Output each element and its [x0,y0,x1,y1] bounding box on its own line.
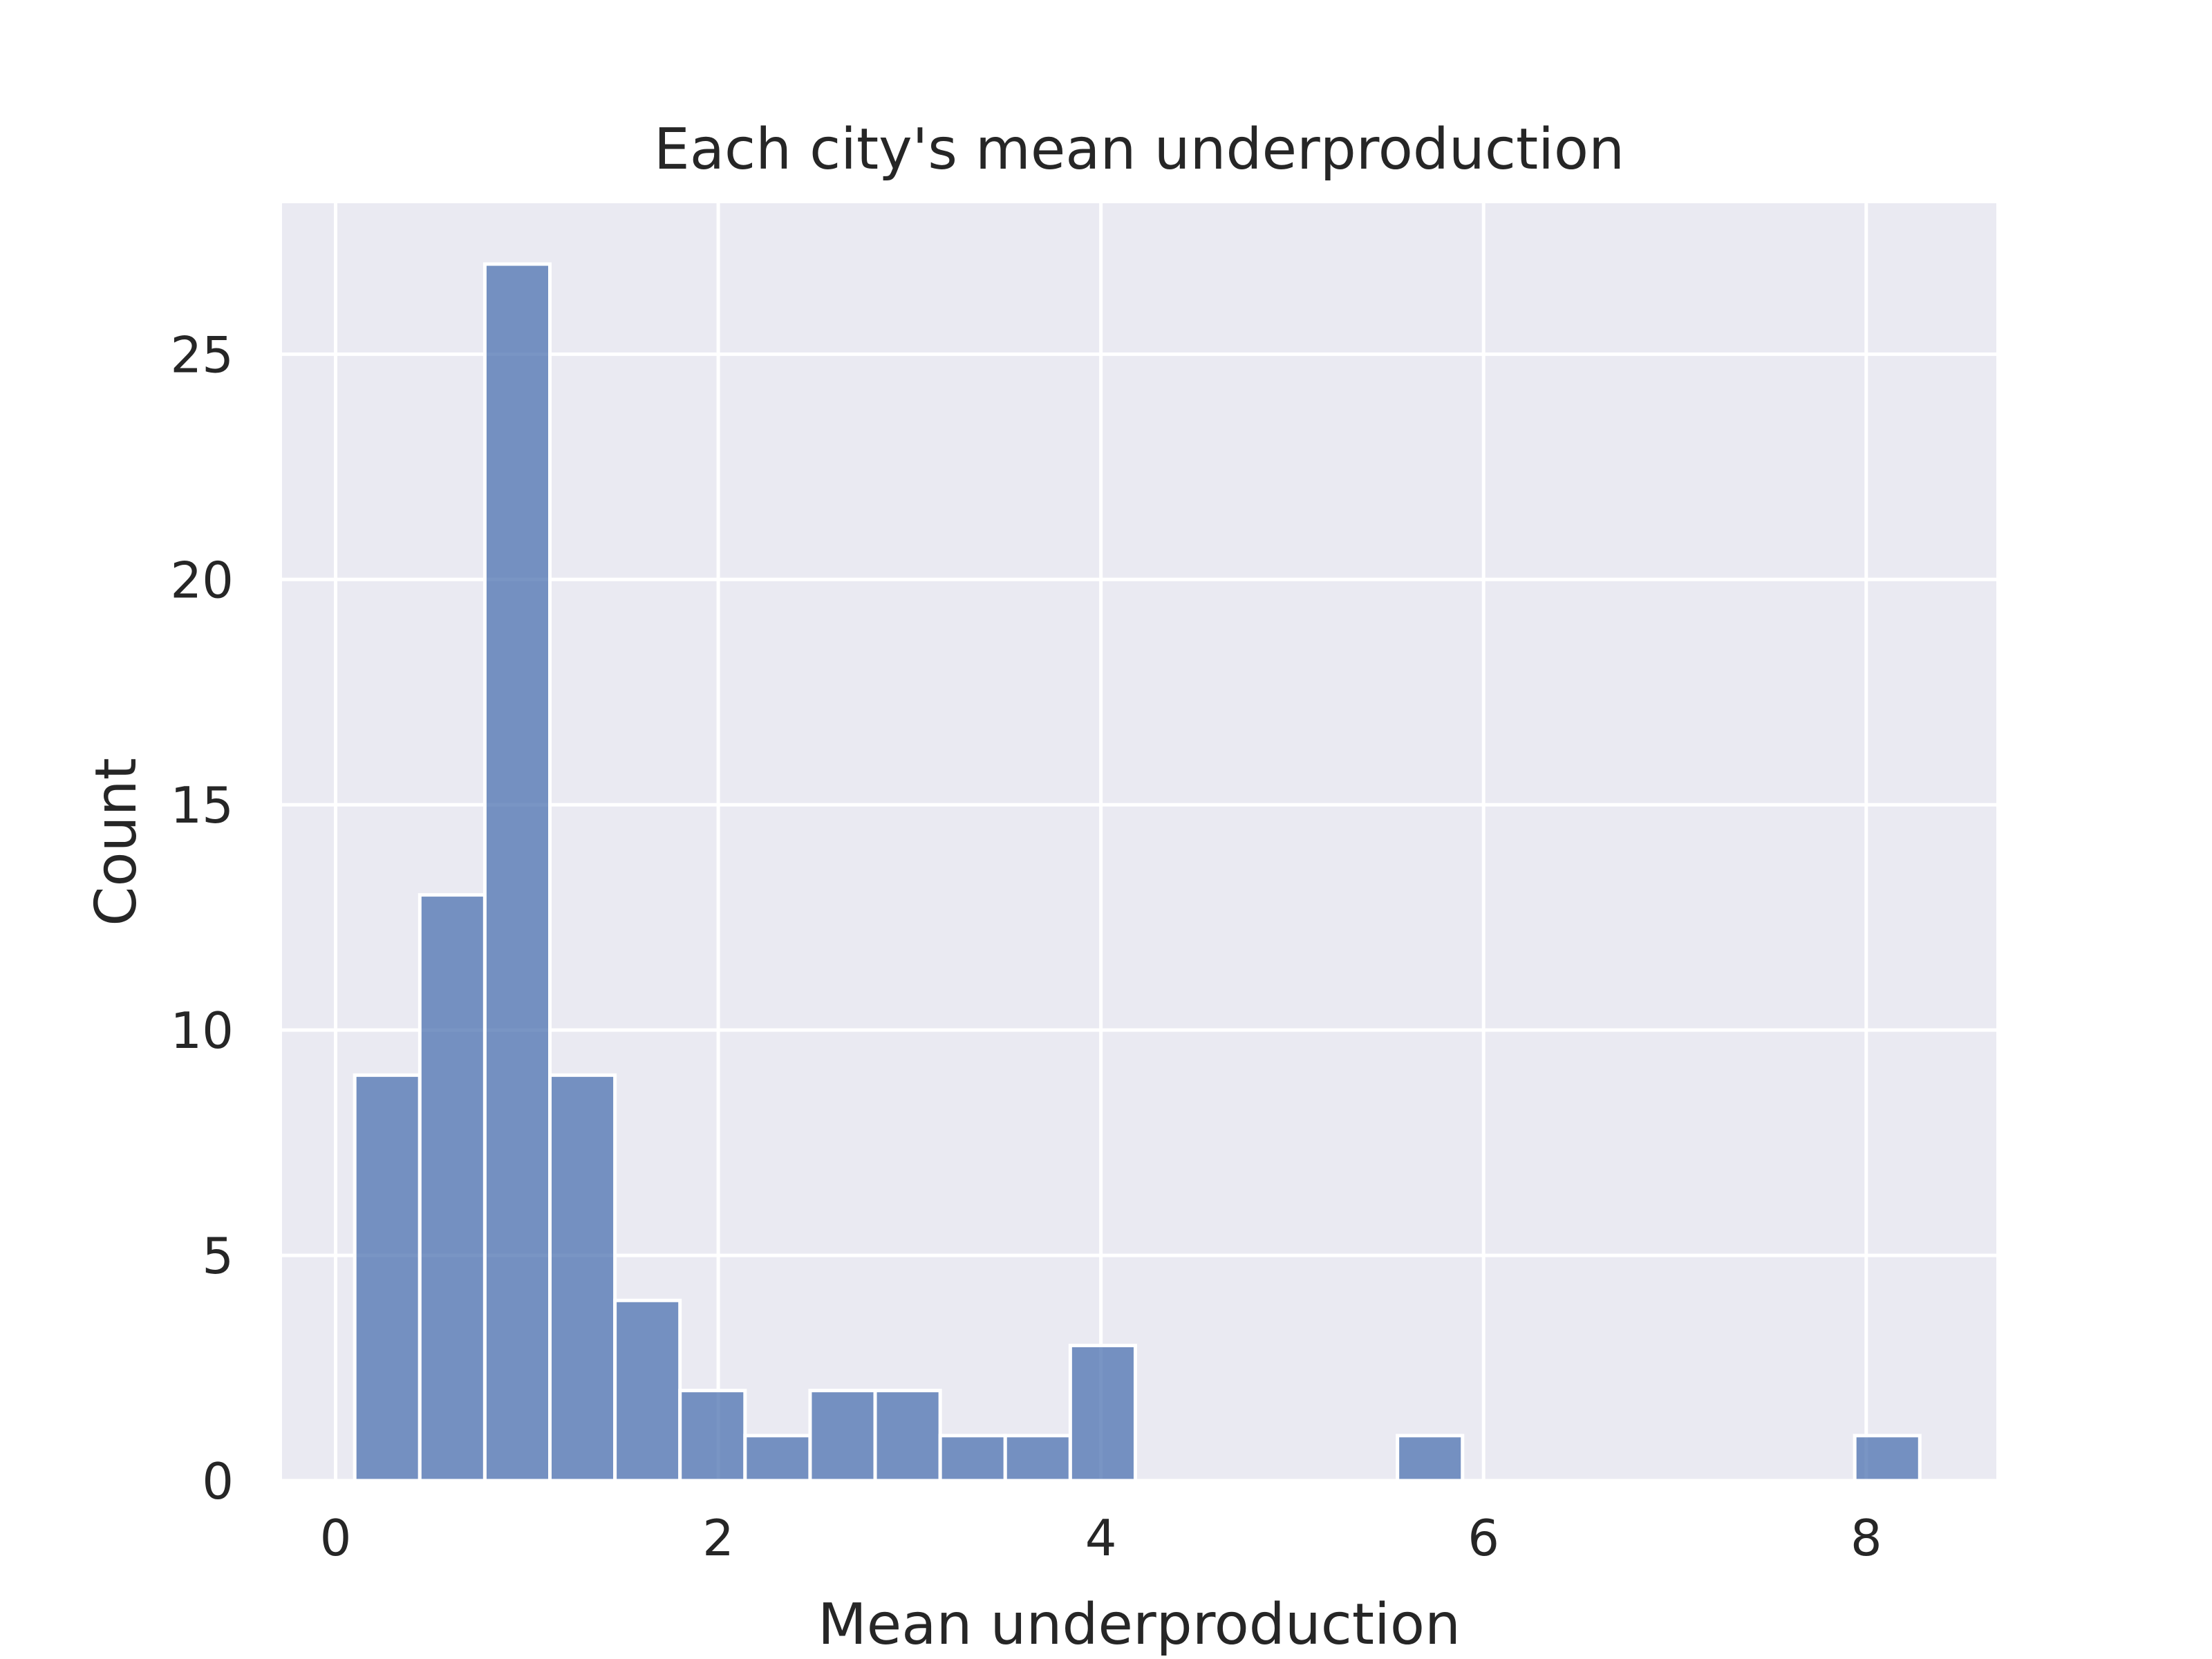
histogram-bar [613,1298,682,1483]
bar-layer [353,262,1922,1483]
x-tick-label: 6 [1468,1509,1499,1567]
x-axis-label: Mean underproduction [818,1592,1461,1658]
tick-layer: 0 2 4 6 8 0 5 10 15 20 25 [170,326,1882,1567]
y-tick-label: 20 [170,551,234,609]
histogram-bar [743,1434,812,1483]
x-tick-label: 0 [320,1509,352,1567]
histogram-bar [353,1073,422,1483]
x-tick-label: 8 [1850,1509,1882,1567]
y-tick-label: 10 [170,1002,234,1060]
x-tick-label: 4 [1085,1509,1117,1567]
histogram-bar [938,1434,1007,1483]
chart-title: Each city's mean underproduction [654,117,1624,182]
histogram-bar [1853,1434,1922,1483]
histogram-bar [1396,1434,1465,1483]
y-axis-label: Count [84,758,149,926]
histogram-bar [482,262,552,1483]
histogram-bar [1003,1434,1072,1483]
histogram-bar [808,1389,877,1483]
histogram-bar [1068,1343,1137,1483]
histogram-bar [678,1389,747,1483]
y-tick-label: 5 [202,1227,234,1285]
y-tick-label: 15 [170,776,234,834]
y-tick-label: 0 [202,1452,234,1510]
histogram-bar [418,893,487,1483]
histogram-bar [873,1389,942,1483]
histogram-bar [548,1073,617,1483]
x-tick-label: 2 [702,1509,734,1567]
grid-layer [282,203,1996,1483]
y-tick-label: 25 [170,326,234,384]
